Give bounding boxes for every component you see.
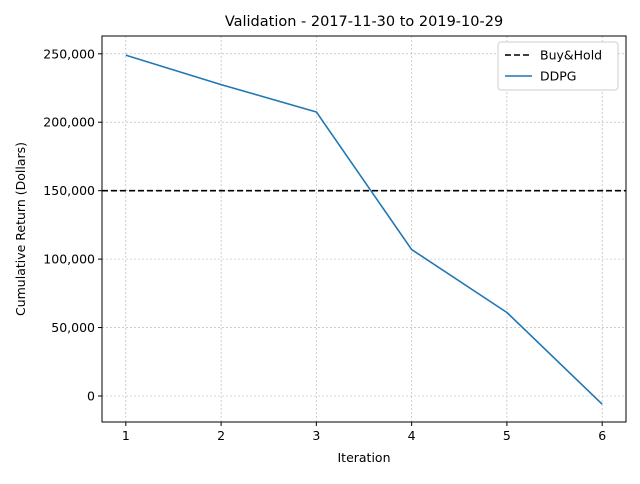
x-axis-label: Iteration [337,450,390,465]
x-tick-label: 4 [408,428,416,443]
y-tick-label: 200,000 [43,115,95,130]
x-tick-label: 5 [503,428,511,443]
ddpg-line [125,54,603,405]
y-tick-label: 100,000 [43,252,95,267]
x-tick-label: 6 [598,428,606,443]
y-axis-label: Cumulative Return (Dollars) [13,142,28,316]
x-tick-label: 3 [312,428,320,443]
y-tick-label: 250,000 [43,46,95,61]
x-tick-label: 2 [217,428,225,443]
legend-box [497,41,619,91]
plot-frame [101,35,627,423]
y-tick-label: 150,000 [43,183,95,198]
series-lines [102,54,626,405]
legend-label: DDPG [540,69,576,84]
series-ddpg [125,54,603,405]
legend: Buy&Hold DDPG [497,41,619,91]
chart-title: Validation - 2017-11-30 to 2019-10-29 [225,14,503,30]
y-tick-label: 50,000 [51,320,95,335]
legend-label: Buy&Hold [540,48,602,63]
y-tick-label: 0 [87,388,95,403]
x-tick-label: 1 [122,428,130,443]
axis-ticks: 1 2 3 4 5 6 0 50,000 100,000 150,000 200,000 250,00… [43,46,606,443]
